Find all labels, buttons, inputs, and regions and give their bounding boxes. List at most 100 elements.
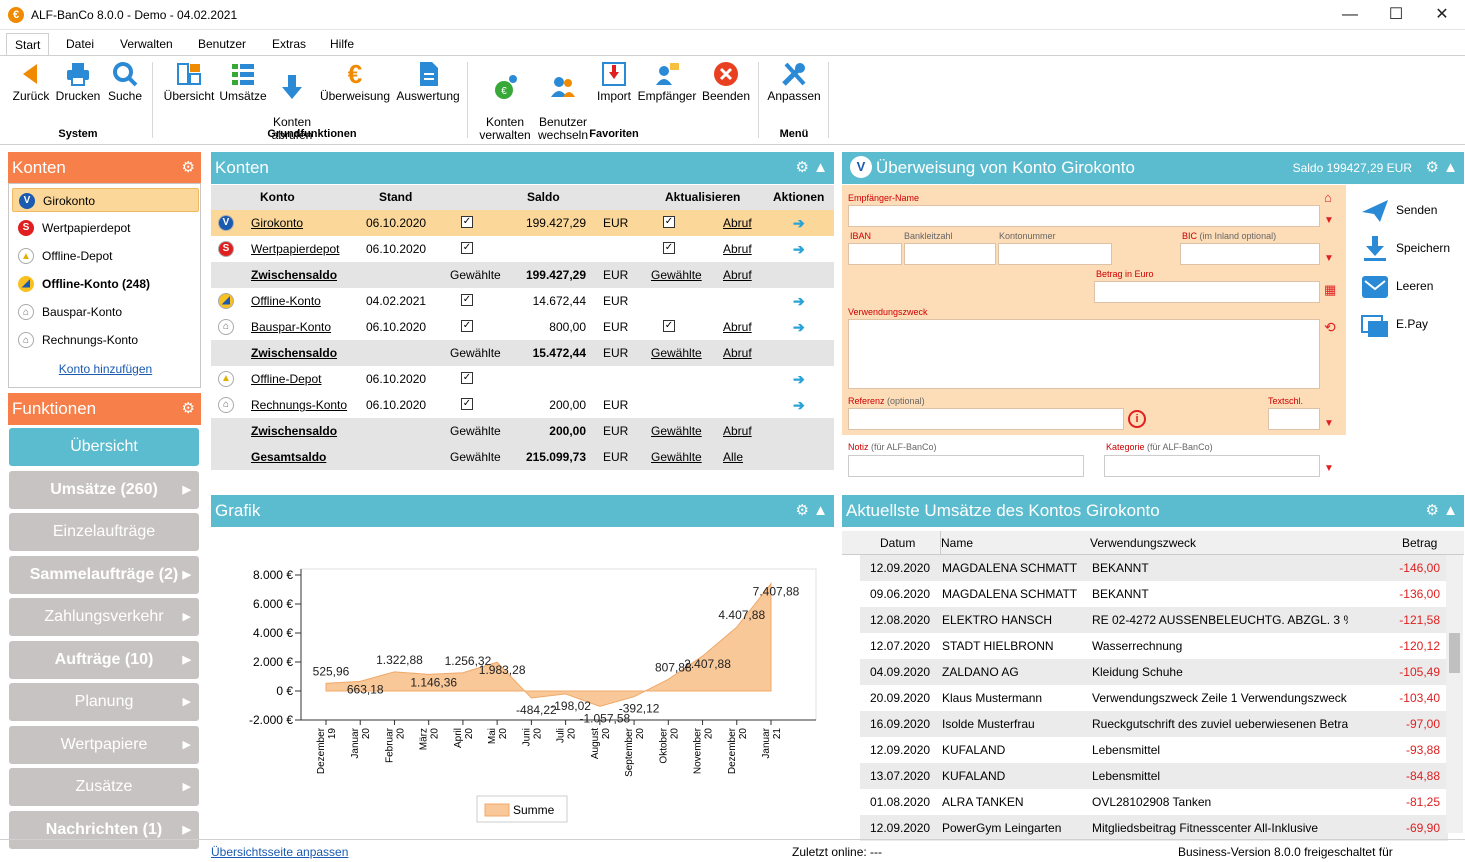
- selected-link[interactable]: Gewählte: [651, 346, 702, 360]
- account-table-row[interactable]: ⌂ Bauspar-Konto 06.10.2020 ✓ 800,00 EUR ✓ Abruf…: [211, 314, 834, 340]
- blz-field[interactable]: [904, 243, 996, 265]
- close-icon[interactable]: ✕: [1435, 6, 1449, 23]
- account-table-row[interactable]: Zwischensaldo Gewählte 199.427,29 EUR Gewähl…: [211, 262, 834, 288]
- transaction-row[interactable]: 09.06.2020 MAGDALENA SCHMATT BEKANNT -136,0…: [860, 581, 1448, 607]
- gear-collapse-icon[interactable]: ⚙ ▲: [795, 159, 828, 176]
- back-button[interactable]: Zurück: [10, 60, 52, 103]
- include-checkbox[interactable]: ✓: [461, 216, 473, 228]
- function-button[interactable]: Sammelaufträge (2) ▶: [9, 555, 199, 594]
- include-checkbox[interactable]: ✓: [461, 372, 473, 384]
- overview-button[interactable]: Übersicht: [162, 60, 216, 103]
- reference-field[interactable]: [848, 408, 1124, 430]
- recipient-name-field[interactable]: [848, 205, 1320, 227]
- account-table-row[interactable]: ◢ Offline-Konto 04.02.2021 ✓ 14.672,44 EUR ➔: [211, 288, 834, 314]
- account-table-row[interactable]: Zwischensaldo Gewählte 15.472,44 EUR Gewählt…: [211, 340, 834, 366]
- account-link[interactable]: Bauspar-Konto: [251, 320, 332, 334]
- update-checkbox[interactable]: ✓: [663, 242, 675, 254]
- transaction-row[interactable]: 04.09.2020 ZALDANO AG Kleidung Schuhe -105,…: [860, 659, 1448, 685]
- function-button[interactable]: Zusätze ▶: [9, 768, 199, 806]
- add-account-link[interactable]: Konto hinzufügen: [58, 362, 153, 376]
- manage-accounts-button[interactable]: € Konten verwalten: [476, 60, 534, 142]
- transfer-button[interactable]: € Überweisung: [318, 60, 392, 103]
- maximize-icon[interactable]: ☐: [1388, 6, 1404, 23]
- fetch-accounts-button[interactable]: Konten abrufen: [270, 60, 314, 142]
- include-checkbox[interactable]: ✓: [461, 398, 473, 410]
- update-checkbox[interactable]: ✓: [663, 320, 675, 332]
- transaction-row[interactable]: 13.07.2020 KUFALAND Lebensmittel -84,88: [860, 763, 1448, 789]
- selected-link[interactable]: Gewählte: [651, 268, 702, 282]
- recipients-button[interactable]: Empfänger: [636, 60, 698, 103]
- fetch-link[interactable]: Alle: [723, 450, 744, 464]
- text-key-field[interactable]: [1268, 408, 1320, 430]
- subtotal-label[interactable]: Zwischensaldo: [251, 268, 338, 282]
- transaction-row[interactable]: 20.09.2020 Klaus Mustermann Verwendungszwe…: [860, 685, 1448, 711]
- account-number-field[interactable]: [998, 243, 1112, 265]
- evaluation-button[interactable]: Auswertung: [394, 60, 462, 103]
- include-checkbox[interactable]: ✓: [461, 320, 473, 332]
- transaction-row[interactable]: 01.08.2020 ALRA TANKEN OVL28102908 Tanken -…: [860, 789, 1448, 815]
- customize-button[interactable]: Anpassen: [766, 60, 822, 103]
- fetch-link[interactable]: Abruf: [723, 216, 752, 230]
- account-item-offline-depot[interactable]: ▲ Offline-Depot: [12, 244, 199, 268]
- account-table-row[interactable]: Gesamtsaldo Gewählte 215.099,73 EUR Gewählte…: [211, 444, 834, 470]
- menu-benutzer[interactable]: Benutzer: [198, 37, 247, 51]
- arrow-right-icon[interactable]: ➔: [793, 241, 805, 257]
- function-button[interactable]: Planung ▶: [9, 683, 199, 721]
- function-button[interactable]: Zahlungsverkehr ▶: [9, 598, 199, 636]
- account-link[interactable]: Rechnungs-Konto: [251, 398, 348, 412]
- note-field[interactable]: [848, 455, 1084, 477]
- gear-collapse-icon[interactable]: ⚙ ▲: [795, 502, 828, 519]
- selected-link[interactable]: Gewählte: [651, 424, 702, 438]
- transaction-row[interactable]: 12.07.2020 STADT HIELBRONN Wasserrechnung -…: [860, 633, 1448, 659]
- arrow-right-icon[interactable]: ➔: [793, 293, 805, 309]
- arrow-right-icon[interactable]: ➔: [793, 397, 805, 413]
- account-link[interactable]: Girokonto: [251, 216, 304, 230]
- account-item-wertpapierdepot[interactable]: S Wertpapierdepot: [12, 216, 199, 240]
- col-name[interactable]: Name: [940, 531, 973, 555]
- chevron-down-icon[interactable]: ▼: [1324, 215, 1334, 226]
- function-button[interactable]: Übersicht: [9, 428, 199, 466]
- iban-field[interactable]: [848, 243, 902, 265]
- transaction-row[interactable]: 12.08.2020 ELEKTRO HANSCH RE 02-4272 AUSSE…: [860, 607, 1448, 633]
- include-checkbox[interactable]: ✓: [461, 294, 473, 306]
- fetch-link[interactable]: Abruf: [723, 424, 752, 438]
- menu-verwalten[interactable]: Verwalten: [120, 37, 173, 51]
- menu-datei[interactable]: Datei: [66, 37, 95, 51]
- menu-start[interactable]: Start: [6, 33, 50, 56]
- customize-overview-link[interactable]: Übersichtsseite anpassen: [211, 845, 349, 859]
- gear-collapse-icon[interactable]: ⚙ ▲: [1425, 502, 1458, 519]
- col-datum[interactable]: Datum: [880, 536, 916, 550]
- search-button[interactable]: Suche: [106, 60, 144, 103]
- account-table-row[interactable]: V Girokonto 06.10.2020 ✓ 199.427,29 EUR ✓ Abruf…: [211, 210, 834, 236]
- fetch-link[interactable]: Abruf: [723, 320, 752, 334]
- include-checkbox[interactable]: ✓: [461, 242, 473, 254]
- minimize-icon[interactable]: —: [1342, 6, 1358, 23]
- account-item-offline-konto[interactable]: ◢ Offline-Konto (248): [12, 272, 199, 296]
- menu-hilfe[interactable]: Hilfe: [330, 37, 355, 51]
- switch-user-button[interactable]: Benutzer wechseln: [536, 60, 590, 142]
- function-button[interactable]: Wertpapiere ▶: [9, 725, 199, 764]
- menu-extras[interactable]: Extras: [272, 37, 307, 51]
- exit-button[interactable]: Beenden: [700, 60, 752, 103]
- account-table-row[interactable]: ⌂ Rechnungs-Konto 06.10.2020 ✓ 200,00 EUR ➔: [211, 392, 834, 418]
- transactions-scrollbar[interactable]: [1446, 555, 1463, 833]
- fetch-link[interactable]: Abruf: [723, 242, 752, 256]
- gear-collapse-icon[interactable]: ⚙ ▲: [1425, 159, 1458, 176]
- scrollbar-thumb[interactable]: [1449, 633, 1460, 673]
- arrow-right-icon[interactable]: ➔: [793, 215, 805, 231]
- fetch-link[interactable]: Abruf: [723, 268, 752, 282]
- fetch-link[interactable]: Abruf: [723, 346, 752, 360]
- chevron-down-icon[interactable]: ▼: [1324, 463, 1334, 474]
- gear-icon[interactable]: ⚙: [181, 159, 195, 176]
- arrow-right-icon[interactable]: ➔: [793, 319, 805, 335]
- bic-field[interactable]: [1180, 243, 1320, 265]
- update-checkbox[interactable]: ✓: [663, 216, 675, 228]
- chevron-down-icon[interactable]: ▼: [1324, 253, 1334, 264]
- transactions-button[interactable]: Umsätze: [218, 60, 268, 103]
- account-link[interactable]: Wertpapierdepot: [251, 242, 340, 256]
- function-button[interactable]: Nachrichten (1) ▶: [9, 810, 199, 849]
- col-betrag[interactable]: Betrag: [1402, 536, 1438, 550]
- transaction-row[interactable]: 12.09.2020 KUFALAND Lebensmittel -93,88: [860, 737, 1448, 763]
- import-button[interactable]: Import: [594, 60, 634, 103]
- purpose-field[interactable]: [848, 319, 1320, 389]
